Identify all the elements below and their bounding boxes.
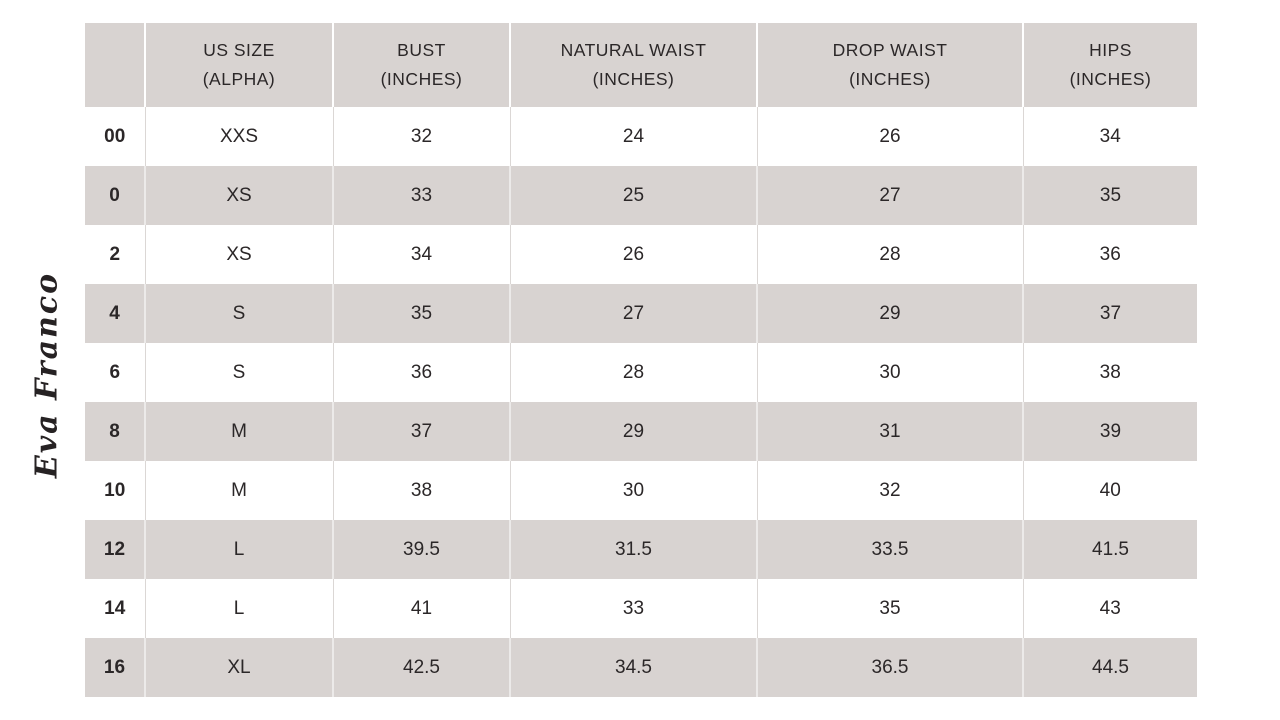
drop-waist-cell: 30 (756, 343, 1023, 402)
brand-logo: Eva Franco (29, 271, 65, 479)
hips-cell: 36 (1022, 225, 1197, 284)
drop-waist-cell: 28 (756, 225, 1023, 284)
drop-waist-cell: 31 (756, 402, 1023, 461)
column-header-label: DROP WAIST (832, 40, 948, 61)
us-size-alpha-cell: XXS (144, 107, 333, 166)
column-header-natural-waist: NATURAL WAIST (INCHES) (509, 23, 757, 107)
hips-cell: 38 (1022, 343, 1197, 402)
bust-cell: 42.5 (332, 638, 510, 697)
us-size-numeric-cell: 10 (85, 461, 145, 520)
size-chart-sheet: US SIZE (ALPHA) BUST (INCHES) NATURAL WA… (85, 23, 1197, 697)
size-chart-table: US SIZE (ALPHA) BUST (INCHES) NATURAL WA… (85, 23, 1197, 697)
table-row: 16 XL 42.5 34.5 36.5 44.5 (85, 638, 1197, 697)
us-size-alpha-cell: M (144, 461, 333, 520)
hips-cell: 44.5 (1022, 638, 1197, 697)
table-row: 4 S 35 27 29 37 (85, 284, 1197, 343)
hips-cell: 35 (1022, 166, 1197, 225)
natural-waist-cell: 28 (509, 343, 757, 402)
natural-waist-cell: 31.5 (509, 520, 757, 579)
column-header-us-size-numeric (85, 23, 145, 107)
bust-cell: 41 (332, 579, 510, 638)
drop-waist-cell: 36.5 (756, 638, 1023, 697)
natural-waist-cell: 24 (509, 107, 757, 166)
bust-cell: 35 (332, 284, 510, 343)
drop-waist-cell: 32 (756, 461, 1023, 520)
us-size-alpha-cell: L (144, 520, 333, 579)
bust-cell: 32 (332, 107, 510, 166)
us-size-numeric-cell: 0 (85, 166, 145, 225)
hips-cell: 37 (1022, 284, 1197, 343)
table-row: 00 XXS 32 24 26 34 (85, 107, 1197, 166)
us-size-numeric-cell: 00 (85, 107, 145, 166)
hips-cell: 34 (1022, 107, 1197, 166)
us-size-alpha-cell: M (144, 402, 333, 461)
bust-cell: 39.5 (332, 520, 510, 579)
bust-cell: 33 (332, 166, 510, 225)
column-header-unit: (INCHES) (1069, 69, 1152, 89)
column-header-unit: (INCHES) (849, 69, 931, 89)
us-size-alpha-cell: XL (144, 638, 333, 697)
us-size-numeric-cell: 4 (85, 284, 145, 343)
us-size-numeric-cell: 16 (85, 638, 145, 697)
column-header-label: US SIZE (203, 40, 275, 61)
us-size-numeric-cell: 14 (85, 579, 145, 638)
natural-waist-cell: 27 (509, 284, 757, 343)
drop-waist-cell: 27 (756, 166, 1023, 225)
header-row: US SIZE (ALPHA) BUST (INCHES) NATURAL WA… (85, 23, 1197, 107)
column-header-unit: (INCHES) (380, 69, 463, 89)
hips-cell: 41.5 (1022, 520, 1197, 579)
size-rows: 00 XXS 32 24 26 34 0 XS 33 25 27 35 2 XS… (85, 107, 1197, 697)
drop-waist-cell: 26 (756, 107, 1023, 166)
column-header-label: HIPS (1089, 40, 1132, 61)
bust-cell: 37 (332, 402, 510, 461)
column-header-hips: HIPS (INCHES) (1022, 23, 1197, 107)
hips-cell: 39 (1022, 402, 1197, 461)
column-header-label: NATURAL WAIST (560, 40, 707, 61)
table-row: 0 XS 33 25 27 35 (85, 166, 1197, 225)
table-row: 8 M 37 29 31 39 (85, 402, 1197, 461)
hips-cell: 43 (1022, 579, 1197, 638)
us-size-alpha-cell: S (144, 343, 333, 402)
column-header-label: BUST (397, 40, 446, 61)
natural-waist-cell: 26 (509, 225, 757, 284)
drop-waist-cell: 29 (756, 284, 1023, 343)
column-header-bust: BUST (INCHES) (332, 23, 510, 107)
us-size-numeric-cell: 12 (85, 520, 145, 579)
table-row: 2 XS 34 26 28 36 (85, 225, 1197, 284)
drop-waist-cell: 35 (756, 579, 1023, 638)
bust-cell: 38 (332, 461, 510, 520)
natural-waist-cell: 33 (509, 579, 757, 638)
us-size-alpha-cell: S (144, 284, 333, 343)
us-size-numeric-cell: 6 (85, 343, 145, 402)
natural-waist-cell: 30 (509, 461, 757, 520)
us-size-alpha-cell: XS (144, 225, 333, 284)
bust-cell: 34 (332, 225, 510, 284)
bust-cell: 36 (332, 343, 510, 402)
column-header-us-size-alpha: US SIZE (ALPHA) (144, 23, 333, 107)
table-row: 6 S 36 28 30 38 (85, 343, 1197, 402)
us-size-alpha-cell: L (144, 579, 333, 638)
us-size-numeric-cell: 8 (85, 402, 145, 461)
us-size-numeric-cell: 2 (85, 225, 145, 284)
column-header-unit: (INCHES) (592, 69, 675, 89)
us-size-alpha-cell: XS (144, 166, 333, 225)
hips-cell: 40 (1022, 461, 1197, 520)
table-row: 14 L 41 33 35 43 (85, 579, 1197, 638)
column-header-unit: (ALPHA) (202, 69, 276, 89)
table-row: 10 M 38 30 32 40 (85, 461, 1197, 520)
column-header-drop-waist: DROP WAIST (INCHES) (756, 23, 1023, 107)
drop-waist-cell: 33.5 (756, 520, 1023, 579)
table-row: 12 L 39.5 31.5 33.5 41.5 (85, 520, 1197, 579)
natural-waist-cell: 34.5 (509, 638, 757, 697)
natural-waist-cell: 25 (509, 166, 757, 225)
natural-waist-cell: 29 (509, 402, 757, 461)
